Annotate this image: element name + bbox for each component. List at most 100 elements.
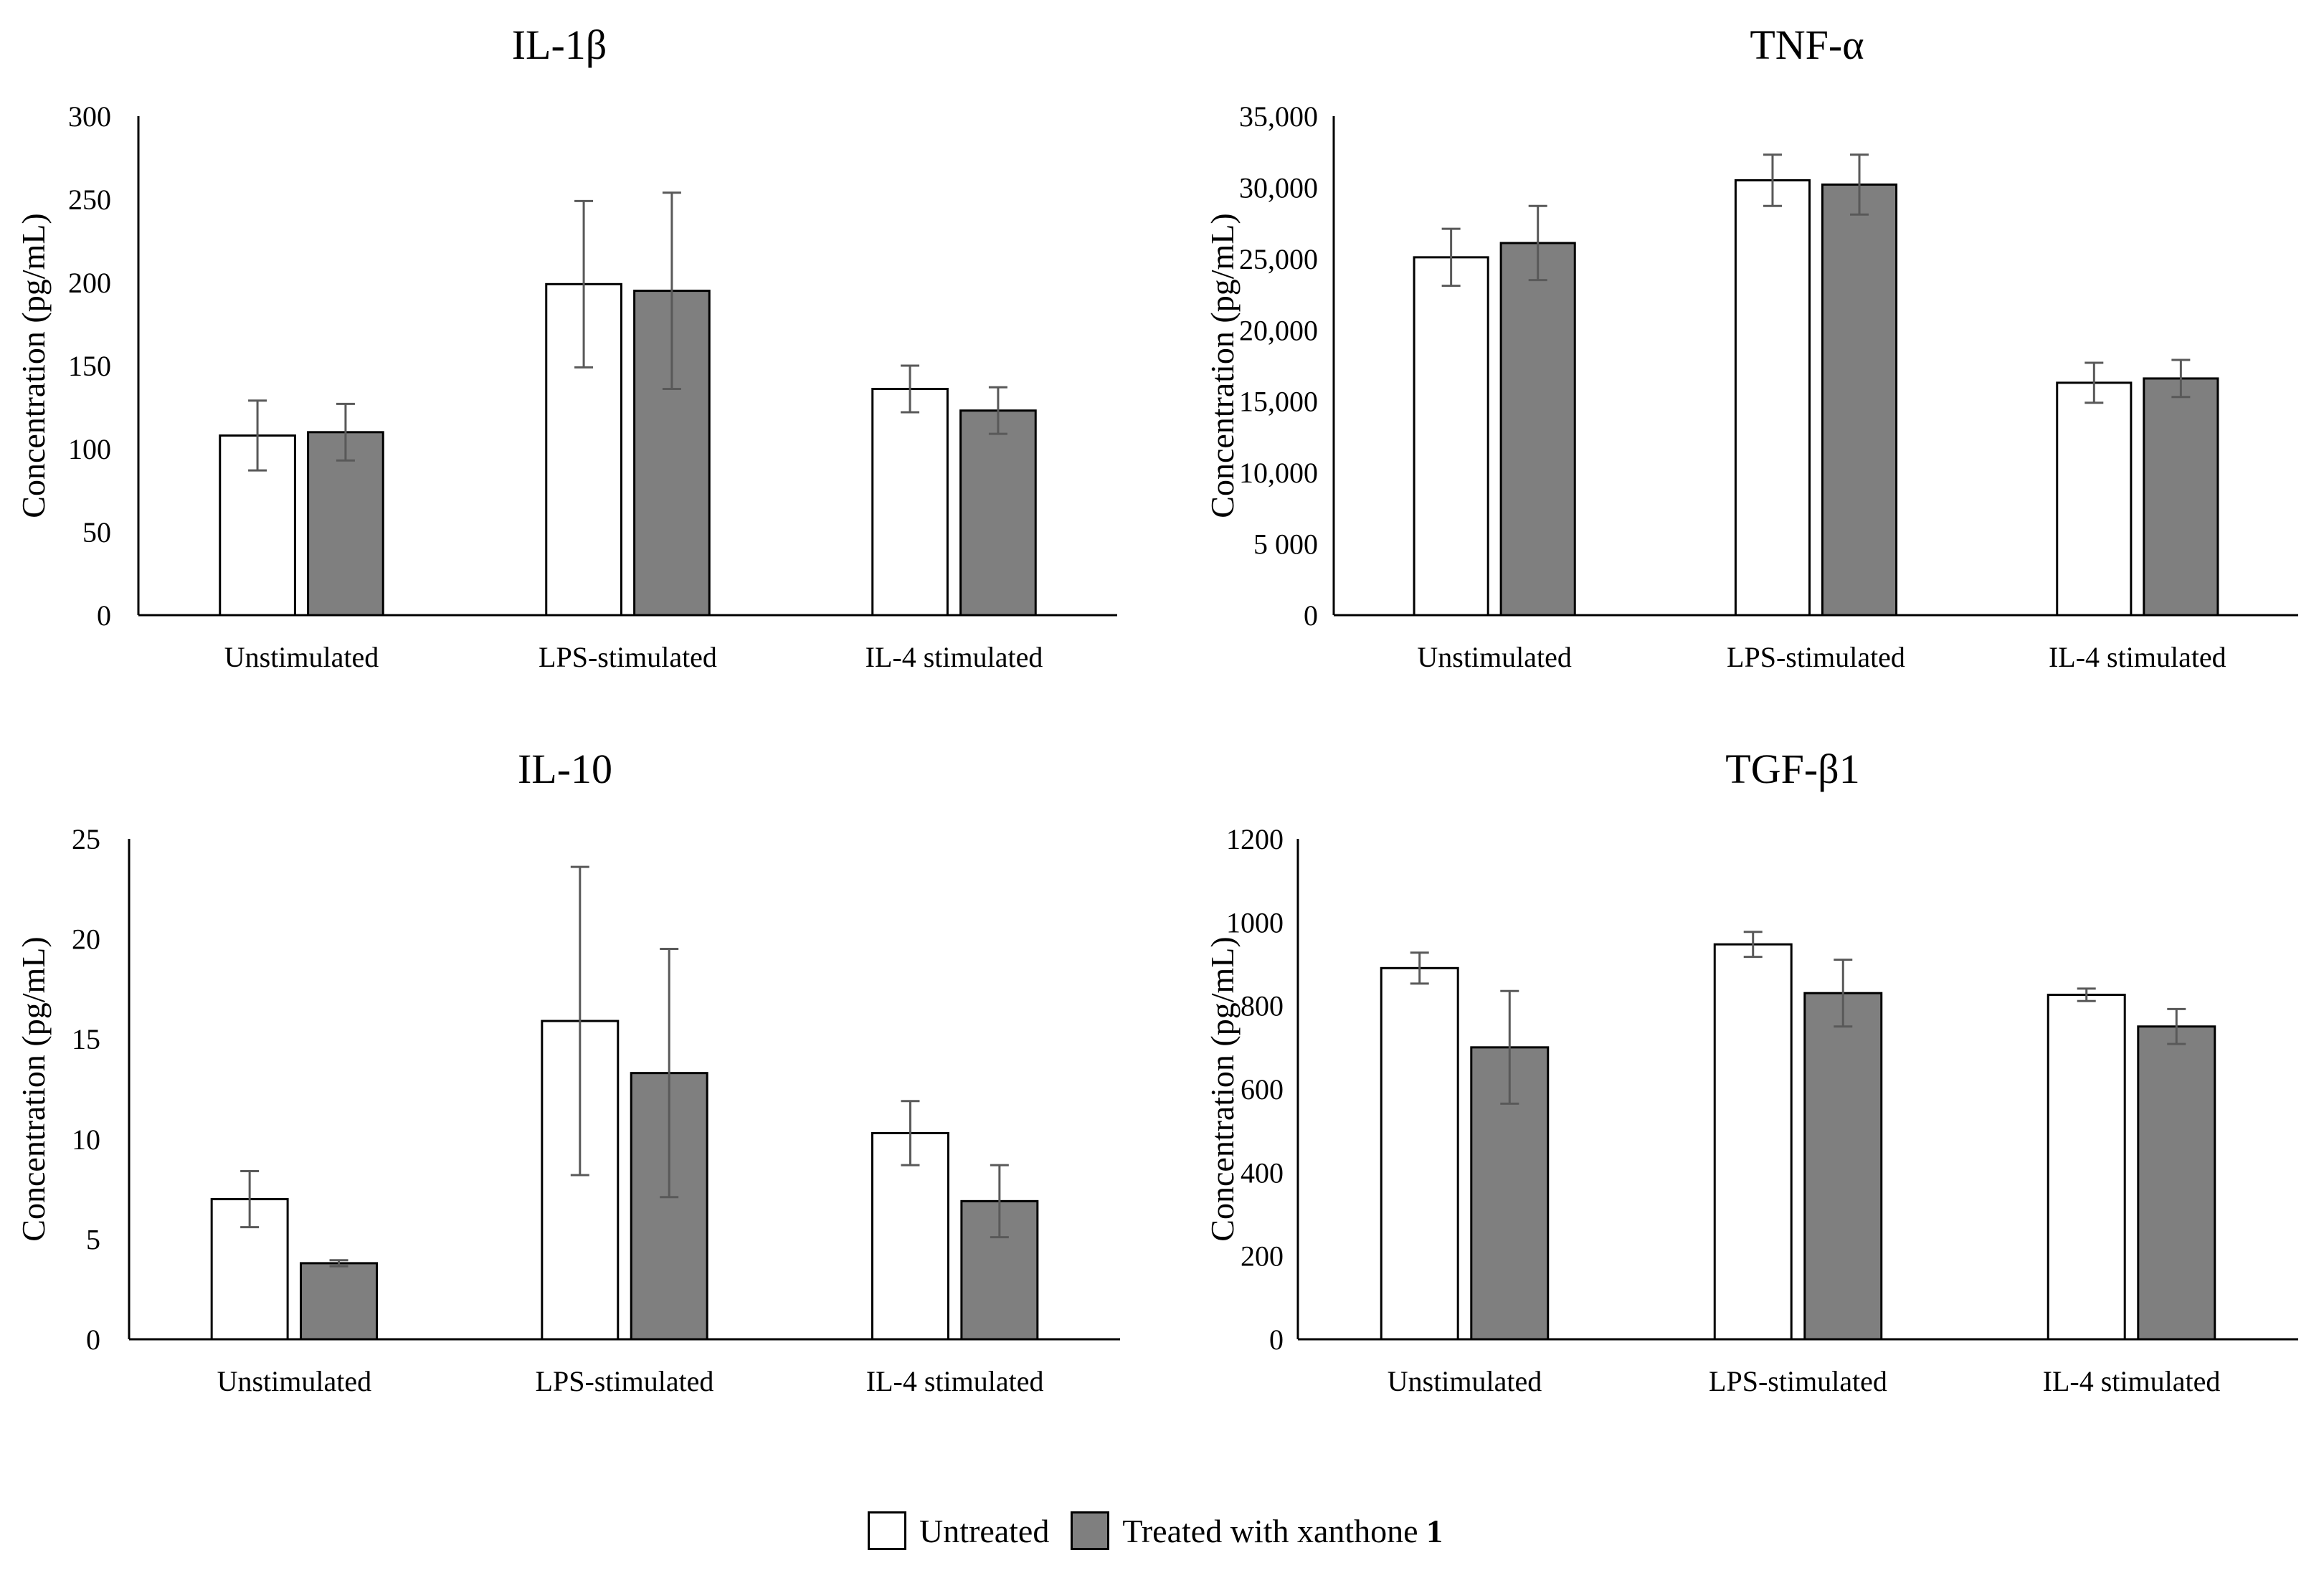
bar-treated [300,1262,378,1341]
error-bar [1850,153,1869,216]
y-tick-label: 35,000 [1239,100,1318,133]
y-tick-label: 15 [72,1023,100,1055]
x-tick-label: Unstimulated [224,641,379,673]
error-bar [990,1164,1009,1239]
y-tick-label: 20,000 [1239,314,1318,346]
error-bar [901,364,920,414]
y-tick-label: 20 [72,923,100,956]
bar-treated [959,409,1037,617]
chart-panel-1: IL-1β Concentration (pg/mL) 0 50 100 150 200 25… [15,22,1117,673]
error-bar [1528,204,1547,282]
y-tick-label: 5 [86,1223,100,1255]
y-tick-label: 0 [1269,1323,1284,1356]
y-tick-label: 100 [68,433,111,465]
legend-swatch-treated [1071,1511,1110,1550]
error-bar [2167,1007,2186,1045]
x-tick-label: LPS-stimulated [1709,1365,1887,1397]
bar-untreated [1413,256,1489,617]
x-tick-label: LPS-stimulated [536,1365,714,1397]
bar-treated [307,431,384,617]
bar-treated [1803,992,1883,1341]
error-bar [2085,361,2104,404]
y-tick-label: 150 [68,350,111,382]
error-bar [662,191,681,390]
bar-untreated [2056,381,2133,617]
bar-treated [2137,1025,2216,1341]
y-axis-label: Concentration (pg/mL) [15,936,52,1241]
x-tick-label: IL-4 stimulated [2049,641,2226,673]
x-tick-label: IL-4 stimulated [866,1365,1044,1397]
y-tick-label: 1200 [1226,823,1284,855]
error-bar [660,948,679,1199]
legend-swatch-untreated [868,1511,906,1550]
y-tick-label: 200 [68,267,111,299]
bar-untreated [871,387,949,617]
chart-title: TGF-β1 [1725,746,1859,792]
error-bar [329,1259,348,1268]
y-tick-label: 25 [72,823,100,855]
x-tick-label: Unstimulated [1388,1365,1542,1397]
bar-treated [2143,377,2219,617]
x-tick-label: Unstimulated [1417,641,1572,673]
error-bar [1743,931,1763,959]
error-bar [988,386,1007,435]
error-bar [1834,959,1853,1028]
error-bar [570,865,589,1177]
error-bar [1441,227,1461,287]
error-bar [240,1169,260,1229]
error-bar [1500,989,1519,1105]
error-bar [901,1100,920,1166]
y-tick-label: 400 [1241,1156,1284,1189]
error-bar [1763,153,1782,207]
bar-untreated [1713,943,1793,1341]
chart-title: TNF-α [1750,22,1864,68]
bar-untreated [2046,994,2126,1341]
chart-panel-3: IL-10 Concentration (pg/mL) 0 5 10 15 20 25 Unst… [15,746,1120,1397]
chart-panel-4: TGF-β1 Concentration (pg/mL) 0 200 400 600 800… [1204,746,2298,1397]
error-bar [336,402,355,462]
legend-label-untreated: Untreated [919,1512,1050,1549]
y-tick-label: 300 [68,100,111,133]
x-tick-label: IL-4 stimulated [2043,1365,2221,1397]
x-tick-label: IL-4 stimulated [865,641,1043,673]
y-tick-label: 800 [1241,990,1284,1022]
bar-untreated [871,1131,949,1341]
legend-item-untreated: Untreated [868,1511,1049,1550]
legend-label-treated: Treated with xanthone [1122,1512,1418,1549]
y-tick-label: 10,000 [1239,457,1318,489]
bar-untreated [1380,966,1459,1341]
y-tick-label: 30,000 [1239,171,1318,204]
error-bar [2077,987,2096,1002]
x-tick-label: Unstimulated [217,1365,372,1397]
y-axis-label: Concentration (pg/mL) [1204,936,1241,1241]
error-bar [2171,358,2191,399]
y-tick-label: 250 [68,184,111,216]
y-tick-label: 0 [1304,599,1318,632]
y-tick-label: 10 [72,1123,100,1156]
y-tick-label: 200 [1241,1240,1284,1273]
x-tick-label: LPS-stimulated [1727,641,1905,673]
chart-title: IL-10 [518,746,612,792]
legend: Untreated Treated with xanthone 1 [868,1506,1443,1556]
y-tick-label: 0 [97,599,111,632]
legend-item-treated: Treated with xanthone 1 [1071,1511,1443,1550]
chart-panel-2: TNF-α Concentration (pg/mL) 0 5 000 10,000 15… [1204,22,2298,673]
y-tick-label: 25,000 [1239,243,1318,275]
bar-untreated [1734,179,1811,617]
y-axis-label: Concentration (pg/mL) [15,213,52,518]
y-tick-label: 50 [82,516,111,548]
legend-label-treated-number: 1 [1426,1512,1443,1549]
bar-treated [1821,183,1898,617]
y-tick-label: 600 [1241,1073,1284,1106]
y-tick-label: 5 000 [1253,528,1318,561]
y-axis-label: Concentration (pg/mL) [1204,213,1241,518]
y-tick-label: 1000 [1226,906,1284,938]
bar-treated [1499,242,1576,617]
y-tick-label: 0 [86,1323,100,1356]
y-tick-label: 15,000 [1239,386,1318,418]
error-bar [1410,951,1429,985]
x-tick-label: LPS-stimulated [539,641,717,673]
error-bar [248,399,267,472]
chart-title: IL-1β [512,22,607,68]
